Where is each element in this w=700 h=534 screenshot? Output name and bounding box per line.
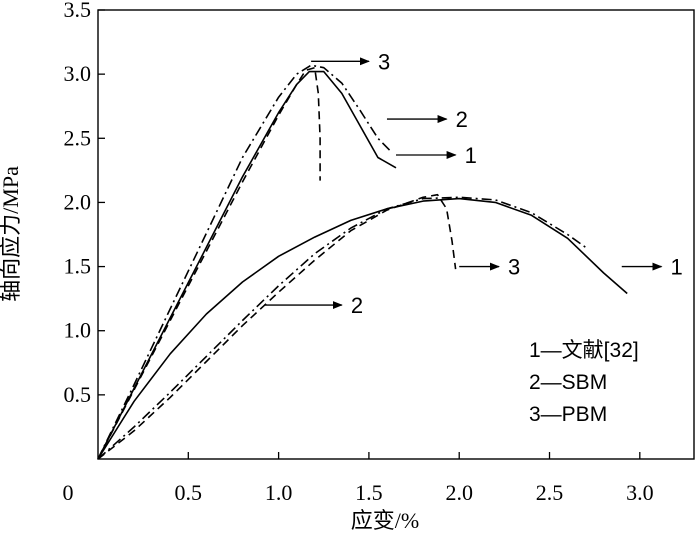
series-line-2-lower — [97, 196, 587, 460]
x-axis-ticks: 0.5 1.0 1.5 2.0 2.5 3.0 — [175, 452, 654, 505]
x-tick-label: 2.0 — [445, 480, 473, 505]
y-axis-ticks: 0.5 1.0 1.5 2.0 2.5 3.0 3.5 — [64, 0, 105, 407]
annotation-label: 2 — [351, 293, 363, 318]
y-tick-label: 3.0 — [64, 61, 92, 86]
legend-entry-1: 1—文献[32] — [529, 339, 639, 362]
y-tick-label: 2.0 — [64, 189, 92, 214]
x-tick-label: 1.0 — [265, 480, 293, 505]
series-line-3-lower — [97, 193, 457, 460]
y-tick-label: 3.5 — [64, 0, 92, 22]
y-tick-label: 2.5 — [64, 125, 92, 150]
x-tick-label: 0.5 — [175, 480, 203, 505]
plot-frame — [97, 9, 695, 460]
legend-entry-3: 3—PBM — [529, 403, 607, 426]
annotation-label: 3 — [378, 49, 390, 74]
series-line-3-upper — [97, 66, 321, 460]
legend: 1—文献[32] 2—SBM 3—PBM — [529, 339, 639, 426]
series-line-1-upper — [97, 70, 397, 460]
annotation-label: 1 — [465, 143, 477, 168]
x-tick-label: 1.5 — [355, 480, 383, 505]
x-origin-label: 0 — [63, 480, 74, 505]
series-line-1-lower — [97, 197, 628, 460]
series-layer — [97, 64, 628, 460]
series-line-2-upper — [97, 64, 392, 460]
x-tick-label: 3.0 — [626, 480, 654, 505]
y-tick-label: 1.0 — [64, 318, 92, 343]
x-tick-label: 2.5 — [536, 480, 564, 505]
y-tick-label: 1.5 — [64, 254, 92, 279]
y-tick-label: 0.5 — [64, 382, 92, 407]
x-axis-label: 应变/% — [351, 508, 419, 533]
annotation-label: 1 — [671, 255, 683, 280]
annotation-label: 3 — [508, 255, 520, 280]
annotation-label: 2 — [456, 107, 468, 132]
annotation-layer: 3 2 1 3 1 2 — [264, 49, 683, 318]
y-axis-label: 轴向应力/MPa — [0, 166, 23, 302]
legend-entry-2: 2—SBM — [529, 371, 607, 394]
